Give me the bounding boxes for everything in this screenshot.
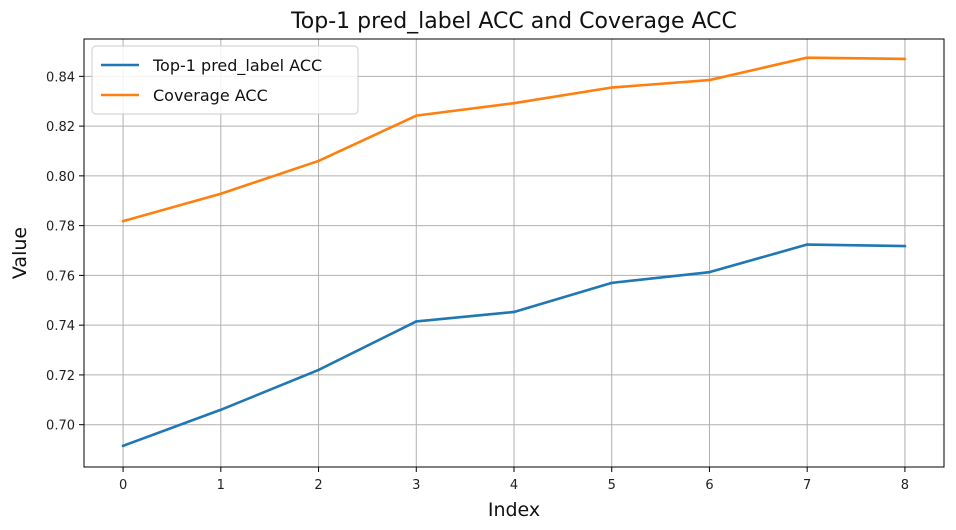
legend: Top-1 pred_label ACC Coverage ACC [91, 45, 359, 115]
chart-title: Top-1 pred_label ACC and Coverage ACC [290, 9, 737, 34]
legend-box [91, 45, 359, 115]
data-point-coverage-acc [903, 57, 907, 61]
data-point-top-1-pred-label-acc [610, 281, 614, 285]
y-tick-label: 0.82 [46, 120, 75, 135]
x-tick-label: 2 [314, 478, 322, 493]
y-tick-label: 0.72 [46, 369, 75, 384]
y-tick-label: 0.76 [46, 269, 75, 284]
data-point-top-1-pred-label-acc [317, 368, 320, 372]
data-point-coverage-acc [610, 86, 614, 89]
data-point-coverage-acc [317, 159, 320, 163]
x-tick-label: 4 [510, 478, 518, 493]
data-point-top-1-pred-label-acc [708, 270, 711, 274]
x-tick-label: 6 [705, 478, 713, 493]
axis-ticks: 0 1 2 3 4 5 6 7 8 0.70 0.72 0.74 0.76 0.78 0.80 0.82 0.8… [46, 70, 909, 493]
legend-label-coverage-acc: Coverage ACC [153, 86, 268, 105]
data-point-coverage-acc [414, 114, 418, 117]
series-lines [121, 56, 907, 448]
x-tick-label: 8 [901, 478, 909, 493]
data-point-top-1-pred-label-acc [121, 444, 125, 448]
y-tick-label: 0.84 [46, 70, 75, 85]
data-point-top-1-pred-label-acc [414, 320, 418, 323]
legend-label-top1-pred-label-acc: Top-1 pred_label ACC [152, 56, 322, 76]
x-tick-label: 0 [119, 478, 127, 493]
data-point-coverage-acc [219, 192, 223, 196]
data-point-top-1-pred-label-acc [219, 408, 223, 412]
data-point-top-1-pred-label-acc [512, 310, 516, 314]
data-point-coverage-acc [512, 101, 516, 105]
x-axis-title: Index [488, 499, 540, 521]
y-axis-title: Value [9, 227, 31, 279]
x-tick-label: 3 [412, 478, 420, 493]
x-tick-label: 1 [217, 478, 225, 493]
grid [84, 39, 944, 467]
y-tick-label: 0.78 [46, 220, 75, 235]
data-point-coverage-acc [708, 78, 711, 82]
x-tick-label: 7 [803, 478, 811, 493]
y-tick-label: 0.74 [46, 319, 75, 334]
data-point-coverage-acc [805, 56, 809, 59]
data-point-coverage-acc [121, 219, 125, 223]
y-tick-label: 0.70 [46, 419, 75, 434]
data-point-top-1-pred-label-acc [805, 243, 809, 246]
y-tick-label: 0.80 [46, 170, 75, 185]
data-point-top-1-pred-label-acc [903, 244, 907, 248]
x-tick-label: 5 [608, 478, 616, 493]
